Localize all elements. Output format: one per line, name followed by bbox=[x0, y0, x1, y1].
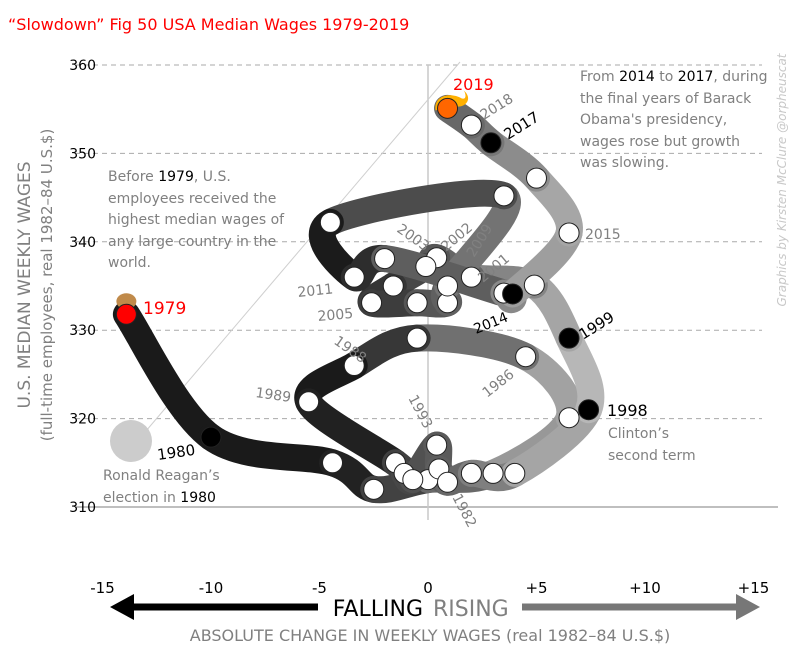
y-axis-subtitle: (full-time employees, real 1982–84 U.S.$… bbox=[38, 129, 56, 442]
year-label-1986: 1986 bbox=[480, 367, 518, 402]
year-point-1979 bbox=[115, 303, 137, 325]
year-point-2014 bbox=[502, 283, 524, 305]
x-tick-label: -15 bbox=[90, 579, 115, 597]
year-point-1984 bbox=[482, 462, 504, 484]
year-label-1998: 1998 bbox=[607, 401, 648, 420]
year-label-2017: 2017 bbox=[501, 108, 543, 144]
year-label-2015: 2015 bbox=[585, 227, 621, 243]
year-point-1986 bbox=[515, 346, 537, 368]
band-segment bbox=[197, 423, 347, 477]
chart-title: “Slowdown” Fig 50 USA Median Wages 1979-… bbox=[8, 15, 409, 34]
credit-text: Graphics by Kirsten McClure @orpheuscat bbox=[775, 52, 789, 306]
x-tick-label: +10 bbox=[629, 579, 661, 597]
year-point-1987 bbox=[406, 327, 428, 349]
y-tick-label: 330 bbox=[69, 323, 96, 339]
year-point-2005 bbox=[361, 292, 383, 314]
year-point-2004 bbox=[382, 275, 404, 297]
x-tick-label: 0 bbox=[423, 579, 433, 597]
annotation-text: to bbox=[654, 69, 678, 85]
x-tick-label: +5 bbox=[525, 579, 547, 597]
year-label-2011: 2011 bbox=[297, 281, 334, 301]
y-tick-label: 340 bbox=[69, 235, 96, 251]
band-segment bbox=[316, 179, 518, 236]
falling-arrow bbox=[110, 594, 318, 620]
year-point-2000 bbox=[523, 274, 545, 296]
x-tick-label: +15 bbox=[738, 579, 770, 597]
year-point-2017 bbox=[480, 132, 502, 154]
year-point-1993 bbox=[426, 434, 448, 456]
year-point-2015 bbox=[558, 222, 580, 244]
year-point-2001 bbox=[460, 266, 482, 288]
rising-label: RISING bbox=[433, 597, 509, 622]
annotation-text: From bbox=[580, 69, 620, 85]
year-point-1982 bbox=[363, 478, 385, 500]
year-point-1998 bbox=[578, 399, 600, 421]
annotation-year: 1979 bbox=[158, 169, 194, 185]
y-axis-title: U.S. MEDIAN WEEKLY WAGES bbox=[15, 161, 35, 408]
year-point-1981 bbox=[322, 452, 344, 474]
year-label-1993: 1993 bbox=[404, 392, 435, 431]
year-label-2019: 2019 bbox=[453, 75, 494, 94]
annotation-clinton: Clinton’s second term bbox=[608, 426, 696, 464]
year-point-1996 bbox=[460, 462, 482, 484]
year-point-2010 bbox=[319, 211, 341, 233]
year-point-1980 bbox=[200, 426, 222, 448]
x-tick-labels: -15 -10 -5 0 +5 +10 +15 bbox=[90, 579, 769, 597]
year-point-1999 bbox=[558, 327, 580, 349]
year-label-2005: 2005 bbox=[317, 306, 354, 325]
y-tick-label: 350 bbox=[69, 146, 96, 162]
annotation-text: , during the final years of Barack Obama… bbox=[580, 69, 768, 171]
annotation-text: , U.S. employees received the highest me… bbox=[108, 169, 285, 271]
year-label-1982: 1982 bbox=[448, 491, 479, 530]
rising-arrow bbox=[522, 594, 760, 620]
annotation-year: 1980 bbox=[180, 489, 216, 506]
year-label-1989: 1989 bbox=[254, 385, 292, 406]
annotation-text: Ronald Reagan’s election in bbox=[103, 468, 220, 506]
year-label-2018: 2018 bbox=[478, 91, 517, 123]
year-point-1992 bbox=[402, 469, 424, 491]
x-tick-label: -10 bbox=[199, 579, 224, 597]
reagan-leader-line bbox=[139, 61, 461, 439]
band-segment bbox=[403, 324, 540, 371]
year-points bbox=[115, 90, 600, 500]
year-label-1980: 1980 bbox=[156, 441, 196, 464]
y-tick-label: 320 bbox=[69, 412, 96, 428]
year-point-2019 bbox=[437, 97, 459, 119]
annotation-before-1979: Before 1979, U.S. employees received the… bbox=[108, 167, 308, 275]
reagan-marker bbox=[110, 420, 152, 462]
annotation-year: 2017 bbox=[677, 69, 714, 85]
band-segment bbox=[112, 300, 225, 451]
year-point-2012 bbox=[374, 248, 396, 270]
year-point-1995 bbox=[437, 471, 459, 493]
y-tick-labels: 310 320 330 340 350 360 bbox=[69, 58, 96, 516]
falling-label: FALLING bbox=[333, 597, 423, 622]
y-tick-label: 360 bbox=[69, 58, 96, 74]
x-tick-label: -5 bbox=[312, 579, 327, 597]
annotation-obama: From 2014 to 2017, during the final year… bbox=[580, 67, 770, 175]
year-label-1979: 1979 bbox=[143, 299, 186, 319]
year-point-1989 bbox=[298, 391, 320, 413]
annotation-year: 2014 bbox=[619, 69, 655, 85]
year-point-2011 bbox=[343, 266, 365, 288]
year-point-2003 bbox=[415, 256, 437, 278]
year-point-1985 bbox=[558, 407, 580, 429]
year-point-2008 bbox=[437, 275, 459, 297]
y-tick-label: 310 bbox=[69, 500, 96, 516]
year-point-1997 bbox=[504, 462, 526, 484]
x-axis-title: ABSOLUTE CHANGE IN WEEKLY WAGES (real 19… bbox=[190, 626, 670, 645]
year-point-1988 bbox=[343, 355, 365, 377]
year-point-2018 bbox=[460, 114, 482, 136]
year-point-2006 bbox=[406, 292, 428, 314]
annotation-reagan: Ronald Reagan’s election in 1980 bbox=[103, 466, 263, 509]
year-point-2009 bbox=[493, 185, 515, 207]
year-point-2016 bbox=[526, 167, 547, 189]
annotation-text: Before bbox=[108, 169, 159, 185]
year-label-1999: 1999 bbox=[576, 308, 618, 344]
